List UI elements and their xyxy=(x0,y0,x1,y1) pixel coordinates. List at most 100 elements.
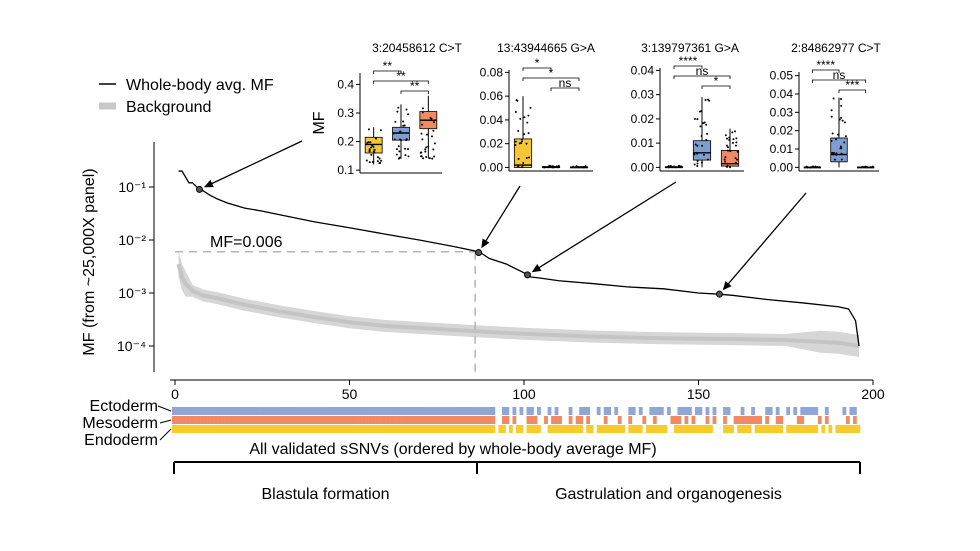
track-cell-endoderm xyxy=(814,425,819,433)
inset-significance-label: * xyxy=(714,74,719,88)
inset-point xyxy=(699,125,702,128)
main-x-tick-label: 0 xyxy=(171,386,179,402)
track-cell-mesoderm xyxy=(579,416,583,424)
inset-point xyxy=(519,142,522,145)
track-cell-mesoderm xyxy=(428,416,433,424)
inset-point xyxy=(367,128,370,131)
track-cell-ectoderm xyxy=(417,407,422,415)
callout-arrowhead xyxy=(203,179,214,188)
inset-point xyxy=(373,148,376,151)
track-leader-ectoderm xyxy=(157,405,172,412)
inset-point xyxy=(677,164,680,167)
track-cell-mesoderm xyxy=(400,416,404,424)
track-cell-endoderm xyxy=(810,425,815,433)
inset-point xyxy=(421,107,424,110)
track-cell-mesoderm xyxy=(263,416,268,424)
track-cell-endoderm xyxy=(530,425,534,433)
inset-point xyxy=(403,124,406,127)
track-cell-mesoderm xyxy=(575,416,580,424)
callout-arrowhead xyxy=(722,280,732,291)
track-cell-ectoderm xyxy=(765,407,770,415)
inset-point xyxy=(706,158,709,161)
track-cell-endoderm xyxy=(375,425,380,433)
inset-point xyxy=(734,157,737,160)
inset-point xyxy=(395,153,398,156)
tracks-caption: All validated sSNVs (ordered by whole-bo… xyxy=(249,441,656,458)
inset-4: 2:84862977 C>T 0.00 0.01 0.02 0.03 0.04 0.05 **… xyxy=(770,41,882,174)
track-cell-ectoderm xyxy=(814,407,819,415)
inset-point xyxy=(728,166,731,169)
track-cell-mesoderm xyxy=(456,416,461,424)
track-cell-endoderm xyxy=(326,425,331,433)
track-cell-mesoderm xyxy=(487,416,492,424)
track-cell-ectoderm xyxy=(526,407,531,415)
inset-point xyxy=(514,110,517,113)
inset-point xyxy=(705,139,708,142)
inset-point xyxy=(814,165,817,168)
track-cell-endoderm xyxy=(410,425,415,433)
inset-point xyxy=(528,156,531,159)
track-cell-endoderm xyxy=(284,425,289,433)
inset-point xyxy=(522,164,525,167)
inset-point xyxy=(431,157,434,160)
inset-y-tick-label: 0.02 xyxy=(631,112,655,126)
track-cell-endoderm xyxy=(421,425,426,433)
track-cell-ectoderm xyxy=(312,407,317,415)
track-cell-mesoderm xyxy=(484,416,489,424)
track-cell-mesoderm xyxy=(670,416,675,424)
track-cell-mesoderm xyxy=(365,416,369,424)
callout-arrowhead xyxy=(481,238,490,249)
track-label-endoderm: Endoderm xyxy=(84,432,158,449)
inset-point xyxy=(706,132,709,135)
inset-significance-label: ns xyxy=(696,64,709,78)
track-cell-ectoderm xyxy=(231,407,236,415)
inset-point xyxy=(378,157,381,160)
track-cell-mesoderm xyxy=(652,416,657,424)
inset-point xyxy=(552,166,555,169)
inset-y-tick-label: 0.00 xyxy=(631,160,655,174)
track-cell-mesoderm xyxy=(280,416,285,424)
track-cell-ectoderm xyxy=(414,407,419,415)
track-cell-ectoderm xyxy=(424,407,429,415)
track-cell-ectoderm xyxy=(210,407,215,415)
track-cell-mesoderm xyxy=(354,416,359,424)
track-cell-endoderm xyxy=(305,425,310,433)
track-cell-endoderm xyxy=(617,425,622,433)
inset-boxplots: MF3:20458612 C>T0.10.20.30.4******13:439… xyxy=(311,41,882,177)
track-cell-mesoderm xyxy=(266,416,271,424)
track-cell-mesoderm xyxy=(712,416,717,424)
track-cell-endoderm xyxy=(603,425,608,433)
inset-point xyxy=(680,165,683,168)
track-leader-endoderm xyxy=(159,428,172,441)
track-cell-endoderm xyxy=(172,425,176,433)
track-cell-ectoderm xyxy=(530,407,534,415)
track-cell-ectoderm xyxy=(277,407,282,415)
track-cell-ectoderm xyxy=(305,407,310,415)
inset-point xyxy=(514,140,517,143)
track-cell-endoderm xyxy=(793,425,798,433)
inset-point xyxy=(840,104,843,107)
track-cell-endoderm xyxy=(354,425,359,433)
track-cell-endoderm xyxy=(501,425,506,433)
inset-point xyxy=(430,135,433,138)
track-cell-endoderm xyxy=(852,425,857,433)
track-cell-endoderm xyxy=(649,425,654,433)
track-cell-mesoderm xyxy=(242,416,247,424)
track-cell-ectoderm xyxy=(263,407,268,415)
track-cell-endoderm xyxy=(347,425,352,433)
track-cell-ectoderm xyxy=(698,407,703,415)
track-cell-mesoderm xyxy=(477,416,482,424)
inset-point xyxy=(428,157,431,160)
track-cell-endoderm xyxy=(277,425,282,433)
track-cell-mesoderm xyxy=(410,416,415,424)
track-cell-mesoderm xyxy=(228,416,232,424)
inset-point xyxy=(577,166,580,169)
track-cell-mesoderm xyxy=(744,416,748,424)
track-cell-ectoderm xyxy=(435,407,440,415)
inset-y-tick-label: 0.1 xyxy=(337,163,354,177)
inset-point xyxy=(529,106,532,109)
track-cell-mesoderm xyxy=(533,416,538,424)
track-cell-mesoderm xyxy=(214,416,218,424)
track-cell-endoderm xyxy=(526,425,531,433)
inset-point xyxy=(726,137,729,140)
